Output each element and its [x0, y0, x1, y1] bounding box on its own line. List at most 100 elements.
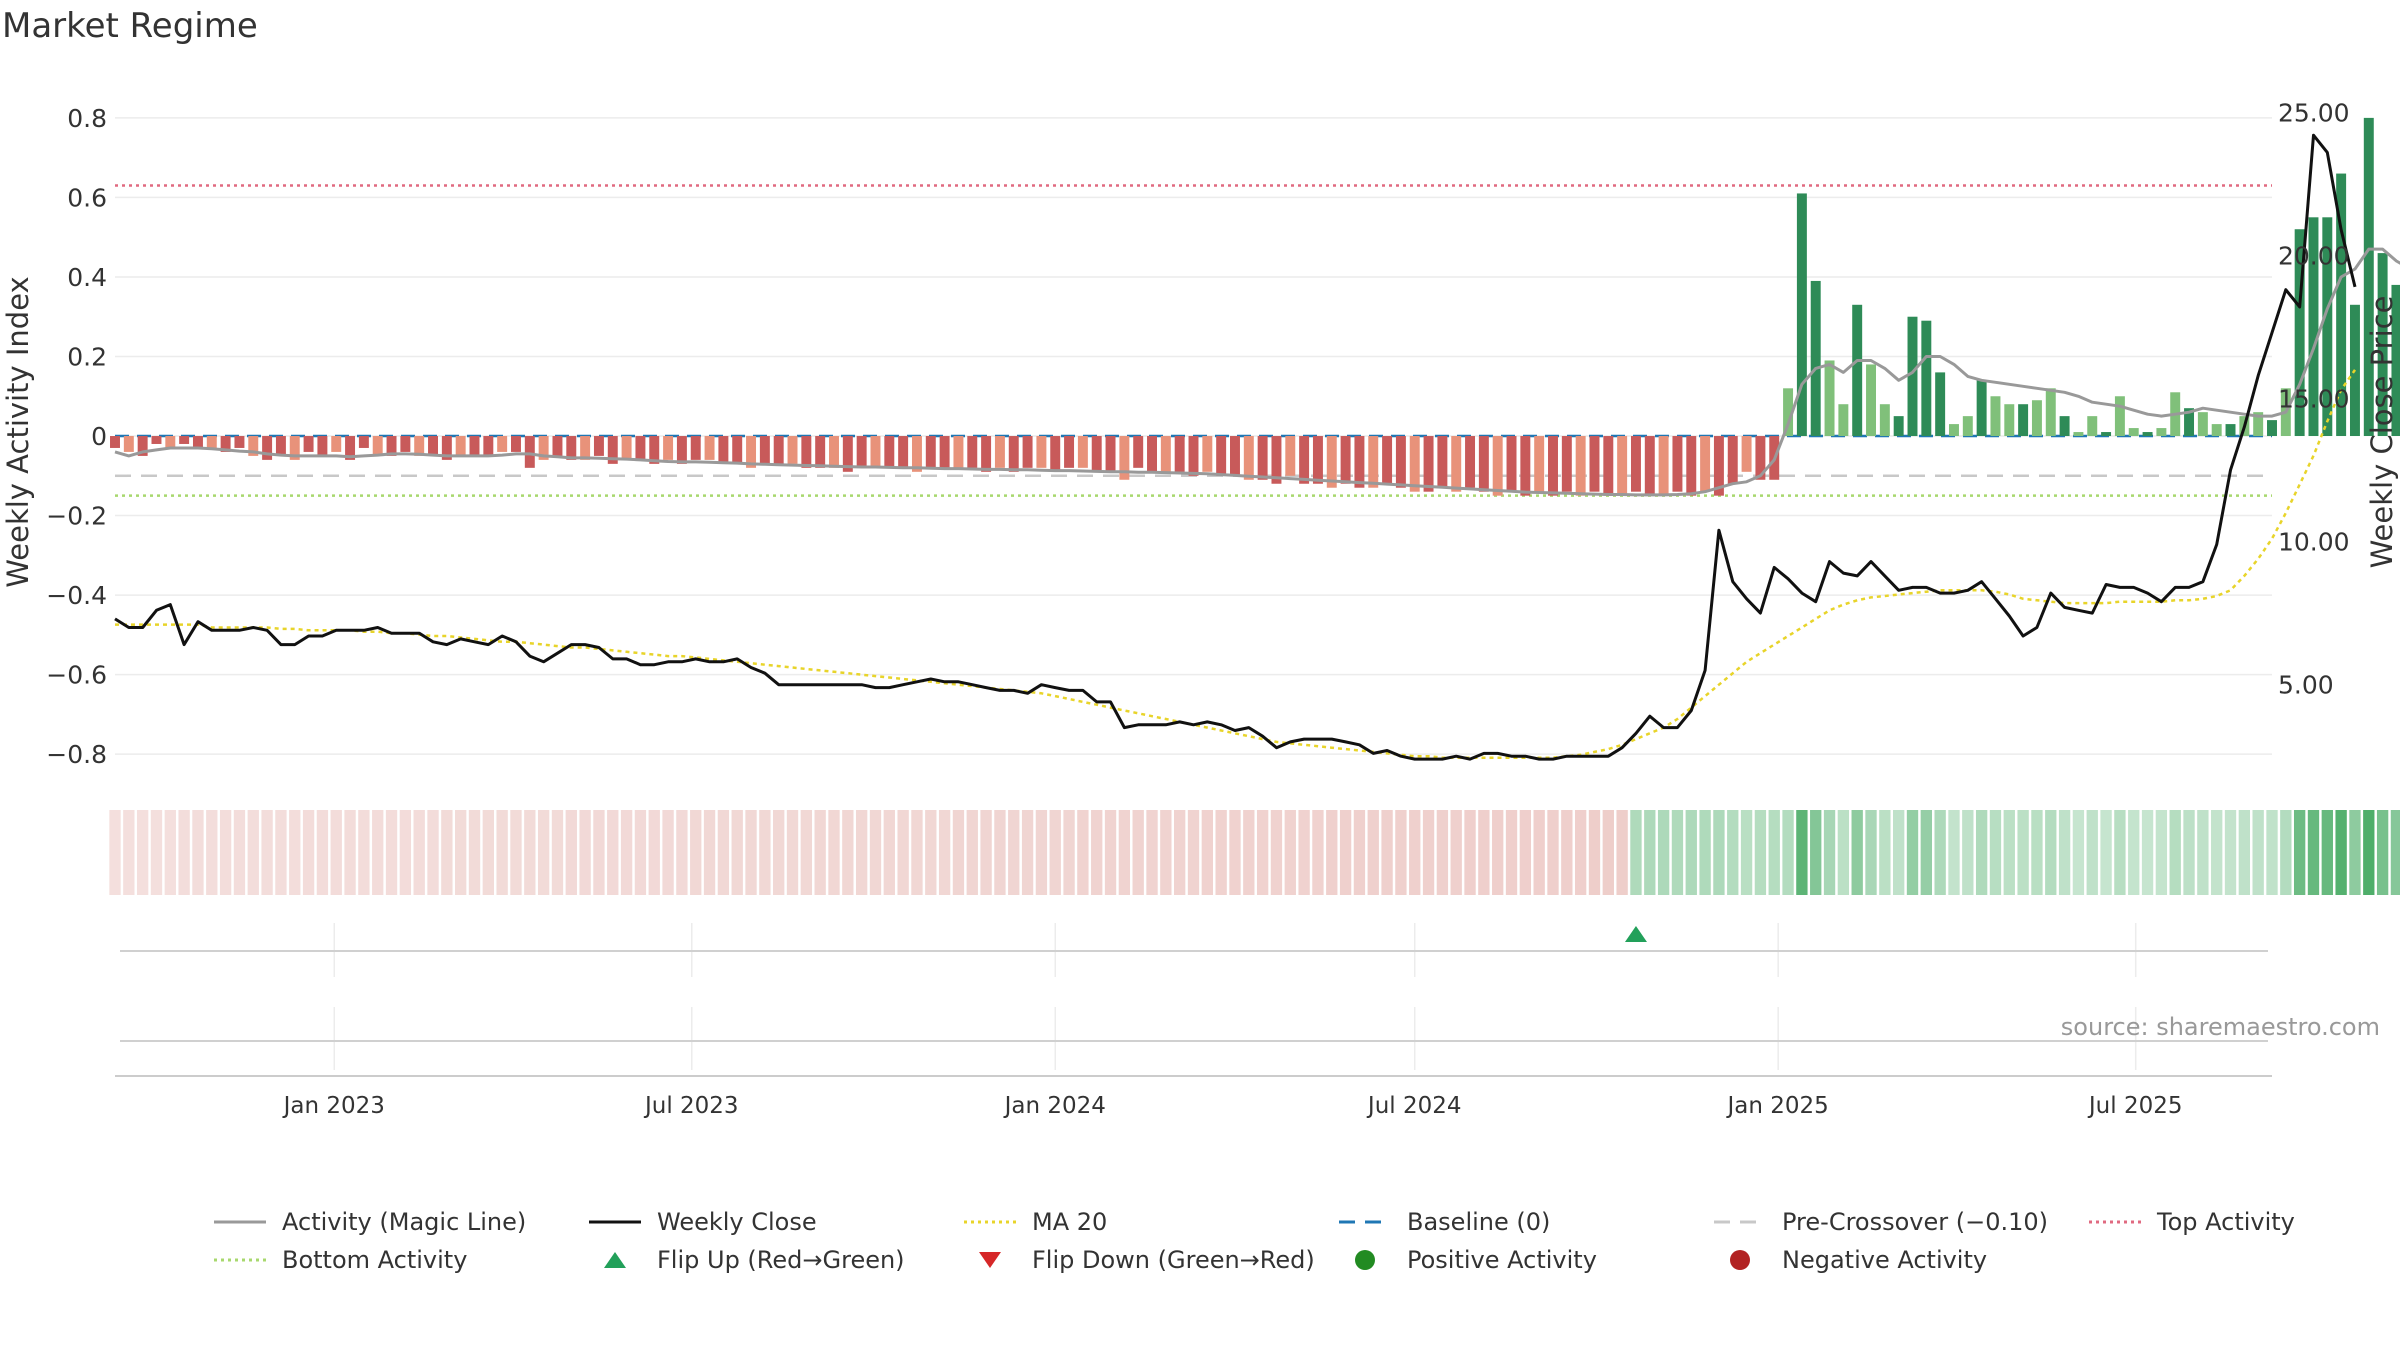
activity-bar — [1990, 396, 2001, 437]
regime-cell — [1160, 810, 1172, 895]
y-axis-label-left: Weekly Activity Index — [1, 276, 35, 587]
regime-cell — [289, 810, 301, 895]
regime-cell — [648, 810, 660, 895]
legend-swatch-icon — [1714, 1220, 1766, 1224]
legend-item: Top Activity — [2085, 1204, 2295, 1240]
regime-cell — [358, 810, 370, 895]
regime-cell — [883, 810, 895, 895]
activity-bar — [2114, 396, 2125, 437]
legend-swatch-icon — [214, 1220, 266, 1224]
regime-cell — [703, 810, 716, 895]
x-tick-label: Jan 2023 — [282, 1093, 385, 1119]
regime-cell — [2321, 810, 2333, 895]
regime-cell — [1049, 810, 1061, 895]
regime-cell — [206, 810, 218, 895]
regime-cell — [468, 810, 481, 895]
legend-item: Positive Activity — [1335, 1242, 1597, 1278]
regime-cell — [247, 810, 259, 895]
activity-bar — [1257, 436, 1268, 480]
activity-bar — [2253, 412, 2264, 437]
series-lines — [114, 133, 2400, 761]
activity-bar — [123, 436, 134, 452]
regime-cell — [1906, 810, 1919, 895]
legend-swatch-icon — [214, 1258, 266, 1262]
regime-cell — [2072, 810, 2085, 895]
activity-bar — [248, 436, 259, 456]
activity-bar — [1147, 436, 1157, 472]
regime-cell — [966, 810, 978, 895]
activity-bar — [262, 436, 273, 460]
y-tick-label-right: 20.00 — [2278, 241, 2350, 270]
x-axis: Jan 2023 Jul 2023 Jan 2024 Jul 2024 Jan 2025… — [282, 1093, 2183, 1119]
regime-cell — [925, 810, 937, 895]
regime-cell — [938, 810, 951, 895]
regime-cell — [1713, 810, 1725, 895]
regime-cell — [109, 810, 121, 895]
regime-cell — [2058, 810, 2071, 895]
regime-cell — [330, 810, 342, 895]
regime-cell — [1339, 810, 1352, 895]
regime-cell — [1810, 810, 1822, 895]
regime-cell — [1298, 810, 1310, 895]
regime-cell — [1754, 810, 1767, 895]
y-tick-label: 0 — [91, 422, 107, 451]
activity-bar — [1644, 436, 1655, 496]
activity-bar — [1810, 280, 1821, 437]
regime-cell — [2128, 810, 2140, 895]
regime-cell — [2252, 810, 2264, 895]
regime-cell — [800, 810, 813, 895]
activity-bar — [621, 436, 632, 460]
activity-bar — [1022, 436, 1033, 468]
activity-bar — [1437, 436, 1448, 488]
legend-item: Activity (Magic Line) — [210, 1204, 526, 1240]
regime-cell — [1630, 810, 1642, 895]
regime-cell — [2363, 810, 2375, 895]
regime-cell — [441, 810, 453, 895]
regime-cell — [1367, 810, 1379, 895]
regime-cell — [1492, 810, 1504, 895]
activity-bar — [2031, 400, 2042, 437]
legend-label: Negative Activity — [1782, 1246, 1988, 1274]
regime-cell — [302, 810, 315, 895]
regime-cell — [496, 810, 508, 895]
activity-bar — [815, 436, 826, 468]
flip-up-marker — [1624, 926, 1647, 942]
activity-bar — [2156, 428, 2167, 437]
legend-label: Baseline (0) — [1407, 1208, 1551, 1236]
activity-bar — [1077, 436, 1088, 468]
regime-cell — [1104, 810, 1117, 895]
activity-bar — [1962, 416, 1973, 437]
activity-bar — [856, 436, 867, 468]
activity-bar — [1686, 436, 1697, 496]
regime-cell — [731, 810, 743, 895]
regime-cell — [2155, 810, 2168, 895]
regime-cell — [385, 810, 398, 895]
source-note: source: sharemaestro.com — [2060, 1013, 2380, 1041]
activity-bar — [1921, 320, 1932, 437]
legend-label: Flip Down (Green→Red) — [1032, 1246, 1315, 1274]
activity-bar — [1866, 364, 1876, 437]
activity-bar — [676, 436, 687, 464]
regime-cell — [1768, 810, 1780, 895]
activity-bar — [1492, 436, 1503, 496]
legend-label: Pre-Crossover (−0.10) — [1782, 1208, 2049, 1236]
left-y-axis: 0.8 0.6 0.4 0.2 0 −0.2 −0.4 −0.6 −0.8 — [46, 104, 107, 769]
activity-bar — [1216, 436, 1227, 476]
activity-bar — [607, 436, 618, 464]
activity-bar — [1879, 404, 1890, 437]
activity-bar — [2322, 217, 2333, 437]
legend-label: MA 20 — [1032, 1208, 1108, 1236]
activity-bar — [1064, 436, 1075, 468]
regime-cell — [634, 810, 647, 895]
legend-swatch-icon — [2089, 1220, 2141, 1224]
activity-bar — [469, 436, 480, 456]
activity-dots-panel — [115, 1040, 2272, 1077]
activity-bar — [718, 436, 729, 464]
regime-cell — [316, 810, 329, 895]
regime-cell — [1284, 810, 1296, 895]
activity-bar — [939, 436, 950, 468]
activity-bar — [1008, 436, 1019, 472]
regime-cell — [814, 810, 826, 895]
activity-bar — [842, 436, 853, 472]
activity-bar — [1354, 436, 1365, 488]
